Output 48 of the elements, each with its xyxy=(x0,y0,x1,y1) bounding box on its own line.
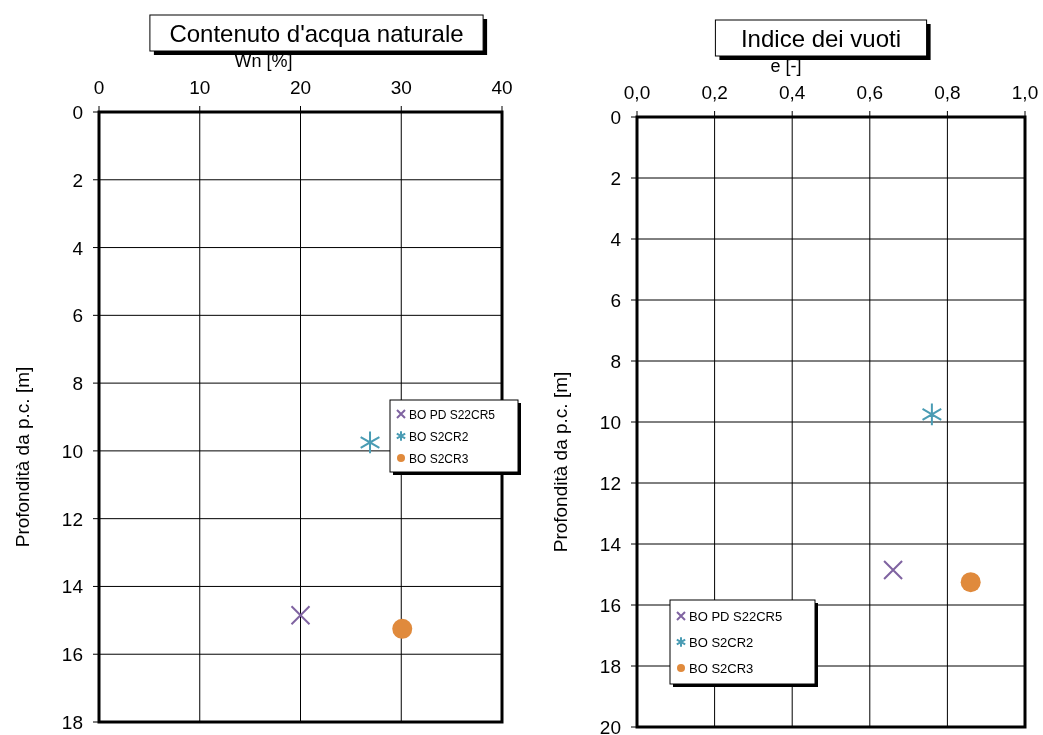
y-tick-label: 4 xyxy=(72,237,84,259)
y-tick-label: 10 xyxy=(599,412,621,433)
legend-label: BO S2CR3 xyxy=(409,451,469,466)
legend-label: BO PD S22CR5 xyxy=(409,407,496,422)
legend-label: BO S2CR3 xyxy=(689,660,754,676)
y-tick-label: 0 xyxy=(610,107,621,128)
x-tick-label: 10 xyxy=(189,77,211,98)
y-axis-title: Profondità da p.c. [m] xyxy=(550,371,571,553)
point xyxy=(359,430,381,455)
x-tick-label: 1,0 xyxy=(1011,82,1039,103)
y-tick-label: 18 xyxy=(599,656,621,677)
y-tick-label: 14 xyxy=(599,534,622,555)
y-tick-label: 4 xyxy=(610,229,622,250)
y-tick-label: 2 xyxy=(72,169,83,191)
y-tick-label: 20 xyxy=(599,717,621,735)
legend-label: BO S2CR2 xyxy=(409,429,469,444)
legend-label: BO PD S22CR5 xyxy=(689,608,783,624)
chart-title: Contenuto d'acqua naturale xyxy=(169,20,464,47)
x-tick-label: 20 xyxy=(289,77,312,98)
y-tick-label: 10 xyxy=(61,440,83,462)
point xyxy=(960,572,981,593)
y-tick-label: 0 xyxy=(72,102,83,123)
point xyxy=(290,605,311,626)
x-tick-label: 0 xyxy=(93,77,105,98)
x-tick-label: 0,6 xyxy=(856,82,884,103)
y-tick-label: 18 xyxy=(61,712,83,733)
y-tick-label: 2 xyxy=(610,168,621,189)
y-tick-label: 12 xyxy=(599,473,621,494)
point xyxy=(921,402,943,427)
y-tick-label: 6 xyxy=(72,305,83,327)
y-axis-title: Profondità da p.c. [m] xyxy=(12,366,33,548)
x-tick-label: 0,8 xyxy=(934,82,961,103)
x-tick-label: 40 xyxy=(491,77,513,98)
y-tick-label: 8 xyxy=(610,351,621,372)
point xyxy=(392,618,413,639)
y-tick-label: 8 xyxy=(72,373,83,395)
y-tick-label: 16 xyxy=(61,644,83,666)
y-tick-label: 14 xyxy=(61,576,84,598)
y-tick-label: 12 xyxy=(61,508,83,530)
legend-label: BO S2CR2 xyxy=(689,634,754,650)
x-tick-label: 0,2 xyxy=(701,82,728,103)
y-tick-label: 6 xyxy=(610,290,621,311)
x-tick-label: 0,0 xyxy=(623,82,651,103)
x-tick-label: 30 xyxy=(390,77,412,98)
y-tick-label: 16 xyxy=(599,595,621,616)
point xyxy=(883,559,904,580)
chart-title: Indice dei vuoti xyxy=(740,25,902,52)
x-tick-label: 0,4 xyxy=(778,82,806,103)
